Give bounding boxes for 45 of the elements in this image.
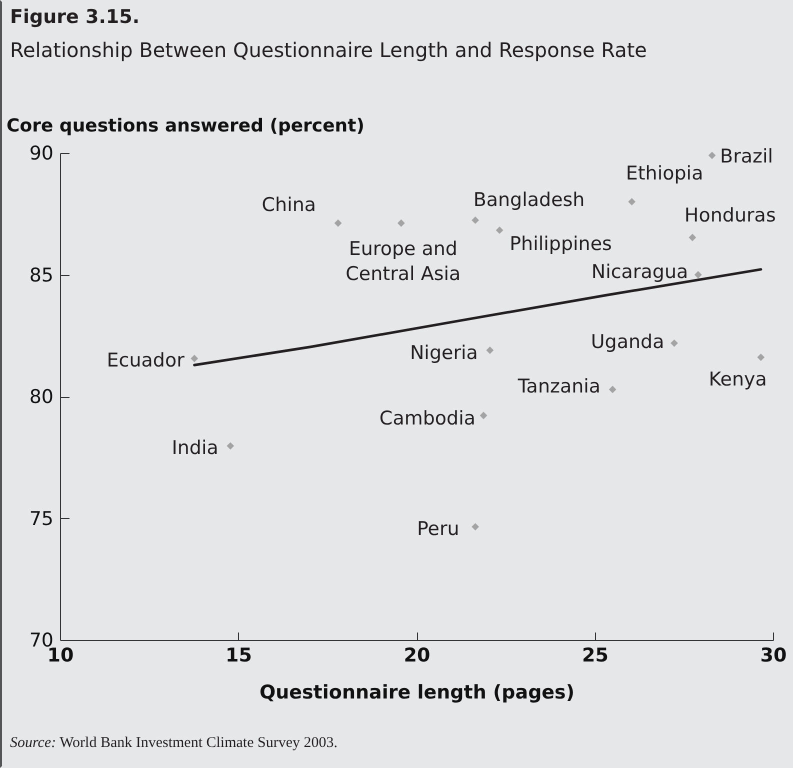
source-note: Source: World Bank Investment Climate Survey 2003. xyxy=(10,735,338,752)
point xyxy=(486,346,494,354)
annotation: Ecuador xyxy=(106,350,185,372)
annotation: Peru xyxy=(416,518,460,540)
annotation: China xyxy=(262,194,316,216)
annotation: Uganda xyxy=(590,331,664,354)
annotation: Philippines xyxy=(510,233,612,256)
point xyxy=(608,386,616,394)
point xyxy=(334,219,342,227)
point xyxy=(190,354,198,362)
y-tick-label: 85 xyxy=(29,264,54,286)
point xyxy=(480,412,488,420)
point xyxy=(688,234,696,242)
point xyxy=(670,339,678,347)
point xyxy=(472,523,480,530)
point xyxy=(628,198,636,206)
point xyxy=(472,216,480,224)
point xyxy=(496,226,504,234)
annotation: Tanzania xyxy=(516,375,601,398)
y-tick-label: 75 xyxy=(29,508,54,530)
x-tick-label: 15 xyxy=(226,644,252,666)
point xyxy=(694,271,702,278)
y-tick-label: 90 xyxy=(29,142,54,164)
point xyxy=(757,354,765,362)
point xyxy=(397,219,405,227)
y-tick-label: 80 xyxy=(29,386,54,408)
x-tick-label: 20 xyxy=(404,644,430,666)
annotation: Ethiopia xyxy=(626,162,704,185)
annotation: Bangladesh xyxy=(473,189,585,212)
annotation: Brazil xyxy=(720,145,774,168)
annotation: Kenya xyxy=(708,368,767,390)
x-tick-label: 25 xyxy=(582,644,608,666)
x-axis-title: Questionnaire length (pages) xyxy=(259,682,575,704)
point xyxy=(708,152,716,160)
y-axis-title: Core questions answered (percent) xyxy=(6,116,364,136)
chart-title: Figure 3.15. xyxy=(10,6,140,28)
chart-subtitle: Relationship Between Questionnaire Length and Response Rate xyxy=(10,38,647,62)
point xyxy=(226,442,234,450)
annotation: Cambodia xyxy=(379,407,476,430)
x-tick-label: 30 xyxy=(760,644,787,666)
annotation: Nigeria xyxy=(410,342,478,364)
annotation: Nicaragua xyxy=(591,260,688,283)
annotation: India xyxy=(172,436,218,459)
annotation: Honduras xyxy=(684,204,776,226)
annotation: Europe and Central Asia xyxy=(346,238,461,286)
